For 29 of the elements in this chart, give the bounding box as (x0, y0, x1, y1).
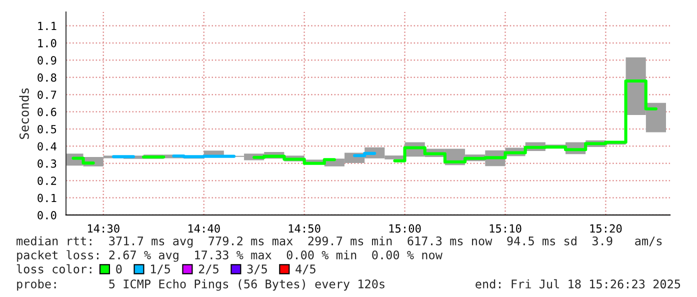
y-tick-label: 0.4 (38, 142, 56, 151)
y-tick-label: 0.8 (38, 73, 56, 82)
y-tick-label: 0.3 (38, 159, 56, 168)
legend-label: 0 (116, 264, 122, 274)
text: probe: 5 ICMP Echo Pings (56 Bytes) every 120s (17, 279, 384, 291)
x-tick-label: 15:00 (389, 224, 421, 233)
y-tick-label: 0.9 (38, 56, 56, 65)
text: median rtt: 371.7 ms avg 779.2 ms max 299.7 ms min 617.3 ms now 94.5 ms sd 3.9 am/s (16, 236, 662, 248)
y-tick-label: 0.0 (38, 211, 56, 220)
legend-label: 4/5 (296, 264, 316, 274)
x-tick-label: 14:30 (88, 224, 120, 233)
text: end: Fri Jul 18 15:26:23 2025 (476, 279, 680, 288)
x-tick-label: 14:40 (188, 224, 220, 233)
y-tick-label: 1.1 (38, 22, 56, 30)
y-tick-label: 0.1 (38, 194, 56, 202)
legend-label: 3/5 (247, 264, 267, 274)
y-tick-label: 0.5 (38, 124, 56, 134)
legend-label: 2/5 (198, 264, 218, 274)
y-tick-label: 0.2 (38, 176, 56, 185)
y-tick-label: 1.0 (38, 38, 56, 48)
y-tick-label: 0.6 (38, 108, 56, 116)
text: packet loss: 2.67 % avg 17.33 % max 0.00 % min 0.00 % now (17, 250, 442, 262)
x-tick-label: 15:20 (590, 224, 622, 233)
x-tick-label: 15:10 (490, 224, 522, 233)
legend-title: loss color: (16, 264, 92, 274)
x-tick-label: 14:50 (288, 224, 320, 233)
legend-label: 1/5 (151, 264, 170, 274)
y-axis-title: Seconds (19, 88, 29, 139)
y-tick-label: 0.7 (38, 90, 56, 99)
